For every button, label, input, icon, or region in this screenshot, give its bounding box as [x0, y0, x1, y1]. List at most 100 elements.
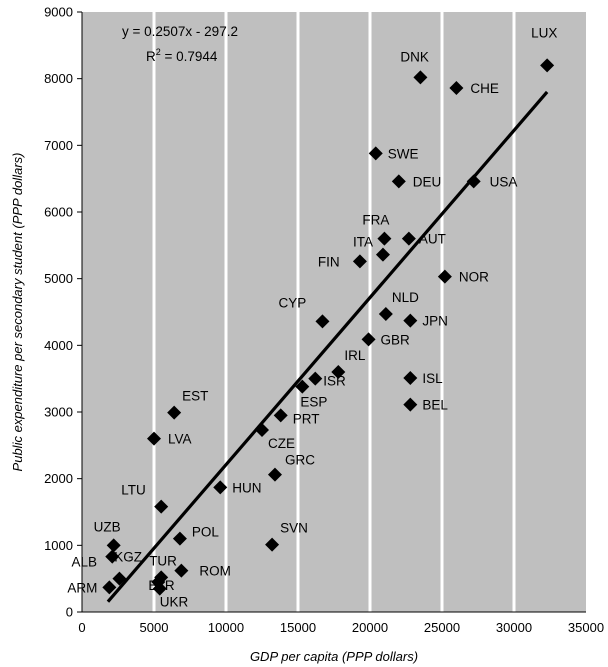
trendline-r-squared: R2 = 0.7944 [146, 47, 218, 64]
trendline-equation: y = 0.2507x - 297.2 [122, 24, 238, 39]
plot-area [82, 12, 586, 612]
data-point-cze [255, 423, 269, 437]
y-tick-label: 3000 [44, 405, 73, 420]
data-point-cyp [315, 314, 330, 329]
data-point-fin [352, 254, 367, 269]
y-axis-title: Public expenditure per secondary student… [10, 153, 25, 472]
point-label-kgz: KGZ [114, 550, 142, 565]
data-point-irl [331, 365, 346, 379]
point-label-prt: PRT [293, 411, 320, 426]
point-label-ukr: UKR [160, 595, 189, 610]
point-label-est: EST [182, 389, 208, 404]
x-tick-label: 5000 [140, 620, 169, 635]
y-tick-label: 4000 [44, 338, 73, 353]
y-tick-label: 0 [66, 605, 73, 620]
data-point-gbr [361, 332, 376, 347]
point-label-cyp: CYP [278, 295, 306, 310]
point-label-hun: HUN [232, 480, 261, 495]
point-label-fin: FIN [318, 254, 340, 269]
data-point-lux [540, 58, 555, 73]
point-label-svn: SVN [280, 521, 308, 536]
y-tick-label: 8000 [44, 71, 73, 86]
data-point-kgz [105, 549, 120, 564]
point-label-deu: DEU [413, 174, 442, 189]
data-point-pol [172, 531, 187, 546]
y-tick-label: 7000 [44, 138, 73, 153]
data-point-esp [295, 379, 310, 394]
x-tick-label: 25000 [424, 620, 460, 635]
point-label-irl: IRL [344, 348, 366, 363]
y-tick-label: 5000 [44, 271, 73, 286]
data-point-swe [368, 146, 383, 161]
x-tick-label: 30000 [496, 620, 532, 635]
point-label-bel: BEL [422, 398, 448, 413]
x-axis-title: GDP per capita (PPP dollars) [250, 649, 418, 664]
point-label-jpn: JPN [422, 314, 448, 329]
point-label-dnk: DNK [400, 49, 429, 64]
x-tick-label: 15000 [280, 620, 316, 635]
data-point-prt [273, 408, 288, 423]
point-label-uzb: UZB [94, 519, 121, 534]
data-point-deu [391, 174, 406, 189]
data-point-ltu [154, 499, 169, 514]
x-tick-label: 0 [78, 620, 85, 635]
point-label-nor: NOR [459, 270, 489, 285]
point-label-nld: NLD [392, 290, 419, 305]
data-point-hun [213, 480, 228, 495]
point-label-ltu: LTU [121, 483, 146, 498]
point-label-arm: ARM [67, 580, 97, 595]
point-label-lva: LVA [168, 432, 192, 447]
data-point-uzb [106, 538, 121, 553]
data-point-arm [102, 580, 117, 595]
data-point-usa [466, 174, 481, 189]
y-tick-label: 2000 [44, 471, 73, 486]
point-label-swe: SWE [388, 146, 419, 161]
point-label-isr: ISR [323, 374, 346, 389]
data-point-fra [377, 231, 392, 246]
y-tick-labels: 0 1000 2000 3000 4000 5000 6000 7000 8000 9000 [44, 5, 82, 620]
point-label-tur: TUR [149, 553, 177, 568]
data-point-isr [308, 371, 323, 386]
point-labels: LUX DNK CHE SWE DEU USA FRA AUT ITA FIN NOR CYP NLDJ… [67, 25, 557, 609]
y-tick-label: 6000 [44, 205, 73, 220]
x-tick-label: 10000 [208, 620, 244, 635]
data-point-nld [378, 307, 393, 321]
data-point-alb [112, 571, 127, 586]
point-label-lux: LUX [531, 25, 557, 40]
x-tick-label: 20000 [352, 620, 388, 635]
point-label-alb: ALB [71, 555, 97, 570]
point-label-rom: ROM [199, 564, 231, 579]
r-squared-superscript: 2 [156, 47, 161, 57]
data-point-nor [437, 269, 452, 284]
y-tick-label: 9000 [44, 5, 73, 20]
point-label-ita: ITA [353, 235, 373, 250]
point-label-isl: ISL [422, 371, 443, 386]
data-point-isl [403, 371, 418, 385]
data-point-ita [375, 247, 390, 262]
x-tick-label: 35000 [568, 620, 604, 635]
point-label-fra: FRA [362, 213, 389, 228]
point-label-grc: GRC [285, 453, 315, 468]
point-label-esp: ESP [300, 395, 327, 410]
point-label-pol: POL [192, 525, 220, 540]
data-point-che [449, 81, 464, 95]
data-point-svn [265, 537, 280, 552]
point-label-blr: BLR [148, 578, 175, 593]
data-point-bel [403, 397, 418, 412]
data-point-rom [174, 563, 189, 578]
point-label-gbr: GBR [381, 332, 411, 347]
data-point-ukr [152, 581, 167, 596]
y-tick-label: 1000 [44, 538, 73, 553]
data-point-est [167, 405, 182, 420]
data-point-dnk [413, 70, 428, 85]
x-tick-labels: 0 5000 10000 15000 20000 25000 30000 35000 [78, 620, 604, 635]
point-label-usa: USA [490, 174, 518, 189]
data-points [102, 58, 555, 596]
point-label-aut: AUT [419, 232, 446, 247]
data-point-lva [147, 431, 161, 446]
point-label-che: CHE [470, 81, 499, 96]
data-point-aut [401, 231, 416, 246]
data-point-jpn [403, 313, 418, 328]
data-point-grc [267, 467, 282, 482]
